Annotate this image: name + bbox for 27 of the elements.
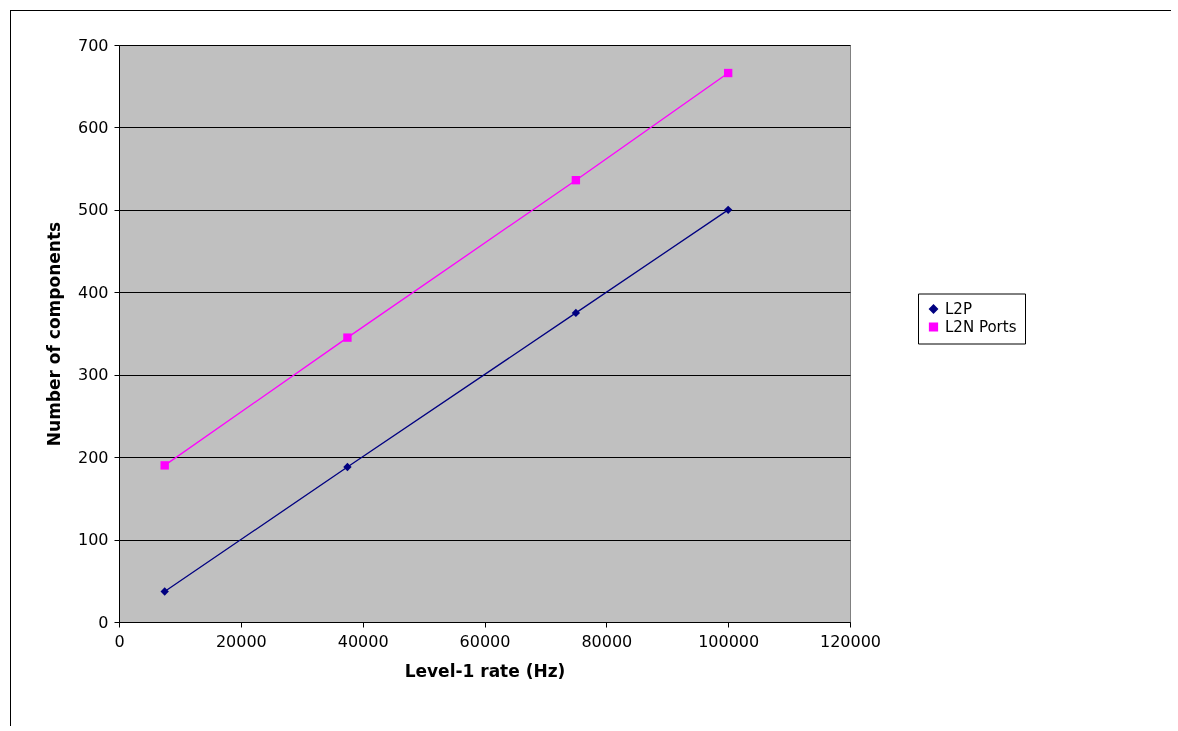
x-tick-label: 100000 — [698, 631, 760, 651]
y-tick-label: 500 — [77, 200, 109, 220]
y-tick-label: 700 — [77, 35, 109, 55]
point — [160, 461, 169, 470]
legend-label: L2P — [945, 300, 972, 318]
point — [343, 462, 352, 472]
x-axis-title: Level-1 rate (Hz) — [404, 660, 566, 681]
legend-label: L2N Ports — [945, 318, 1017, 336]
y-tick-label: 0 — [98, 612, 109, 632]
x-tick-label: 0 — [114, 631, 125, 651]
x-tick-label: 80000 — [581, 631, 633, 651]
point — [160, 587, 169, 596]
y-axis-title: Number of components — [43, 221, 64, 447]
point — [571, 176, 581, 185]
point — [343, 333, 352, 342]
x-tick-label: 120000 — [819, 631, 882, 651]
y-tick-label: 400 — [77, 282, 109, 302]
point — [723, 68, 733, 78]
y-tick-label: 600 — [77, 117, 109, 137]
point — [723, 205, 733, 215]
point — [571, 308, 581, 318]
x-tick-label: 20000 — [215, 631, 267, 651]
x-tick-label: 60000 — [459, 631, 511, 651]
y-tick-label: 300 — [77, 365, 109, 385]
y-tick-label: 100 — [77, 530, 109, 550]
y-tick-label: 200 — [77, 447, 109, 467]
x-tick-label: 40000 — [337, 631, 389, 651]
